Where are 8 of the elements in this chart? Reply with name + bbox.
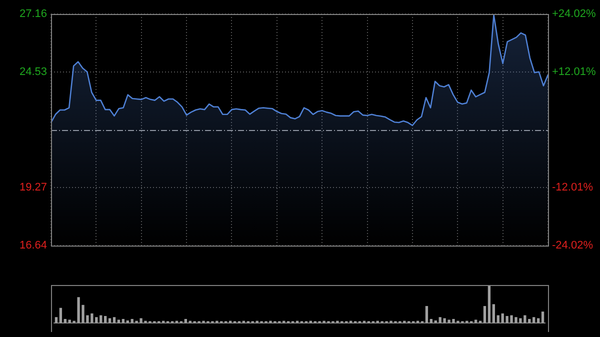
y-tick-label: 24.53: [19, 66, 47, 78]
y2-tick-label: +12.01%: [552, 66, 596, 78]
y2-tick-label: +24.02%: [552, 8, 596, 20]
y2-tick-label: -12.01%: [552, 182, 594, 194]
y-tick-label: 27.16: [19, 8, 47, 20]
y2-tick-label: -24.02%: [552, 240, 594, 252]
y-tick-label: 19.27: [19, 182, 47, 194]
y-tick-label: 16.64: [19, 240, 47, 252]
